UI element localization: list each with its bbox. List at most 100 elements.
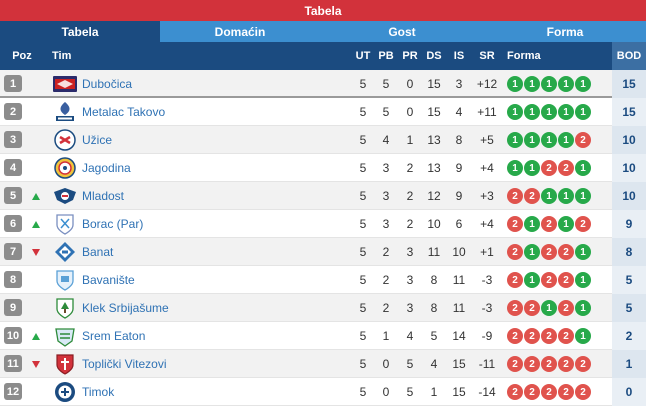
- set-difference-cell: +3: [480, 189, 494, 203]
- team-name-link[interactable]: Dubočica: [82, 77, 133, 91]
- form-loss-badge: 2: [507, 216, 523, 232]
- header-sr: SR: [479, 50, 495, 62]
- team-name-link[interactable]: Borac (Par): [82, 217, 144, 231]
- tab-domacin[interactable]: Domaćin: [160, 21, 320, 42]
- form-win-badge: 1: [575, 244, 591, 260]
- table-row[interactable]: 11 Toplički Vitezovi 5 0 5 4 15 -11 2 2 2 2 2 1: [0, 350, 646, 378]
- losses-cell: 2: [406, 189, 414, 203]
- form-loss-badge: 2: [507, 356, 523, 372]
- wins-cell: 2: [382, 301, 390, 315]
- losses-cell: 3: [406, 273, 414, 287]
- header-pr: PR: [402, 50, 418, 62]
- form-win-badge: 1: [507, 160, 523, 176]
- table-row[interactable]: 8 Bavanište 5 2 3 8 11 -3 2 1 2 2 1 5: [0, 266, 646, 294]
- position-badge: 1: [4, 75, 22, 92]
- team-name-link[interactable]: Bavanište: [82, 273, 135, 287]
- form-loss-badge: 2: [524, 300, 540, 316]
- set-difference-cell: +4: [480, 161, 494, 175]
- form-win-badge: 1: [507, 132, 523, 148]
- table-row[interactable]: 1 Dubočica 5 5 0 15 3 +12 1 1 1 1 1 15: [0, 70, 646, 98]
- team-name-link[interactable]: Metalac Takovo: [82, 105, 166, 119]
- sets-lost-cell: 15: [452, 385, 466, 399]
- klek-logo: [52, 297, 78, 319]
- borac-logo: [52, 213, 78, 235]
- table-row[interactable]: 3 Užice 5 4 1 13 8 +5 1 1 1 1 2 10: [0, 126, 646, 154]
- sets-won-cell: 8: [430, 301, 438, 315]
- played-cell: 5: [359, 189, 367, 203]
- sets-won-cell: 10: [427, 217, 441, 231]
- banat-logo: [52, 241, 78, 263]
- table-row[interactable]: 2 Metalac Takovo 5 5 0 15 4 +11 1 1 1 1 1 15: [0, 98, 646, 126]
- form-win-badge: 1: [541, 300, 557, 316]
- form-loss-badge: 2: [575, 216, 591, 232]
- mladost-logo: [52, 185, 78, 207]
- form-loss-badge: 2: [524, 384, 540, 400]
- sets-lost-cell: 11: [452, 273, 466, 287]
- losses-cell: 0: [406, 77, 414, 91]
- position-badge: 8: [4, 271, 22, 288]
- team-name-link[interactable]: Mladost: [82, 189, 125, 203]
- team-name-link[interactable]: Srem Eaton: [82, 329, 146, 343]
- form-loss-badge: 2: [541, 272, 557, 288]
- sets-lost-cell: 9: [455, 189, 463, 203]
- form-loss-badge: 2: [558, 356, 574, 372]
- header-ds: DS: [426, 50, 442, 62]
- position-badge: 3: [4, 131, 22, 148]
- form-loss-badge: 2: [558, 272, 574, 288]
- wins-cell: 5: [382, 105, 390, 119]
- form-loss-badge: 2: [558, 160, 574, 176]
- form-win-badge: 1: [524, 160, 540, 176]
- form-loss-badge: 2: [507, 384, 523, 400]
- table-row[interactable]: 6 Borac (Par) 5 3 2 10 6 +4 2 1 2 1 2 9: [0, 210, 646, 238]
- team-name-link[interactable]: Toplički Vitezovi: [82, 357, 167, 371]
- header-tim: Tim: [52, 50, 72, 62]
- team-name-link[interactable]: Banat: [82, 245, 114, 259]
- tab-tabela[interactable]: Tabela: [0, 21, 160, 42]
- tab-forma[interactable]: Forma: [484, 21, 646, 42]
- table-row[interactable]: 4 Jagodina 5 3 2 13 9 +4 1 1 2 2 1 10: [0, 154, 646, 182]
- table-row[interactable]: 7 Banat 5 2 3 11 10 +1 2 1 2 2 1 8: [0, 238, 646, 266]
- form-win-badge: 1: [558, 188, 574, 204]
- played-cell: 5: [359, 77, 367, 91]
- team-name-link[interactable]: Klek Srbijašume: [82, 301, 169, 315]
- set-difference-cell: -3: [481, 301, 493, 315]
- set-difference-cell: +5: [480, 133, 494, 147]
- team-name-link[interactable]: Užice: [82, 133, 113, 147]
- form-win-badge: 1: [558, 132, 574, 148]
- table-row[interactable]: 10 Srem Eaton 5 1 4 5 14 -9 2 2 2 2 1 2: [0, 322, 646, 350]
- team-name-link[interactable]: Jagodina: [82, 161, 131, 175]
- team-name-link[interactable]: Timok: [82, 385, 115, 399]
- sets-lost-cell: 4: [455, 105, 463, 119]
- losses-cell: 4: [406, 329, 414, 343]
- form-win-badge: 1: [524, 76, 540, 92]
- wins-cell: 0: [382, 357, 390, 371]
- wins-cell: 3: [382, 161, 390, 175]
- played-cell: 5: [359, 105, 367, 119]
- form-loss-badge: 2: [507, 244, 523, 260]
- form-loss-badge: 2: [507, 188, 523, 204]
- sets-won-cell: 15: [427, 105, 441, 119]
- timok-logo: [52, 381, 78, 403]
- table-row[interactable]: 5 Mladost 5 3 2 12 9 +3 2 2 1 1 1 10: [0, 182, 646, 210]
- form-loss-badge: 2: [575, 132, 591, 148]
- form-win-badge: 1: [575, 104, 591, 120]
- form-loss-badge: 2: [575, 384, 591, 400]
- sets-won-cell: 13: [427, 133, 441, 147]
- sets-lost-cell: 3: [455, 77, 463, 91]
- table-row[interactable]: 9 Klek Srbijašume 5 2 3 8 11 -3 2 2 1 2 1 5: [0, 294, 646, 322]
- tab-gost[interactable]: Gost: [320, 21, 484, 42]
- position-badge: 11: [4, 355, 22, 372]
- trend-up-icon: [31, 210, 41, 238]
- points-cell: 10: [622, 161, 636, 175]
- table-row[interactable]: 12 Timok 5 0 5 1 15 -14 2 2 2 2 2 0: [0, 378, 646, 406]
- sets-won-cell: 13: [427, 161, 441, 175]
- points-cell: 1: [625, 357, 633, 371]
- position-badge: 2: [4, 103, 22, 120]
- played-cell: 5: [359, 301, 367, 315]
- sets-lost-cell: 10: [452, 245, 466, 259]
- form-win-badge: 1: [575, 300, 591, 316]
